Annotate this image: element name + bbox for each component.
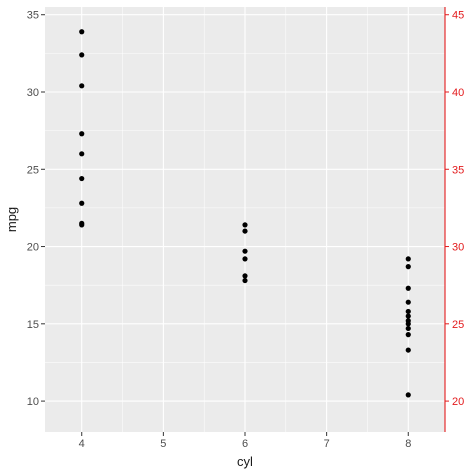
data-point [405,285,411,291]
data-point [79,83,85,89]
data-point [242,277,248,284]
y-axis-right: 20 25 30 35 40 45 [444,7,464,432]
x-tick-label: 8 [405,438,411,450]
data-point [79,52,85,58]
y2-tick-label: 25 [452,319,464,331]
x-axis: 4 5 6 7 8 [79,432,411,450]
y-tick-label: 35 [27,10,39,22]
data-point [405,299,411,305]
data-point [405,392,411,398]
data-point [405,256,411,262]
data-point [242,273,248,279]
grid-major [45,7,445,432]
y-tick-label: 15 [27,319,39,331]
data-point [242,248,248,254]
data-point [405,321,411,327]
x-tick-label: 6 [242,438,248,450]
data-point [79,29,85,35]
y2-tick-label: 45 [452,10,464,22]
data-point [405,308,411,315]
data-point [79,200,85,206]
data-point [79,222,85,228]
y-tick-label: 25 [27,164,39,176]
y2-tick-label: 30 [452,242,464,254]
y-tick-label: 10 [27,396,39,408]
y2-tick-label: 20 [452,396,464,408]
x-axis-title: cyl [237,454,253,469]
data-points [79,29,411,398]
data-point [79,151,85,157]
x-tick-label: 4 [79,438,85,450]
data-point [405,264,411,270]
data-point [242,222,248,228]
y-axis-title: mpg [4,207,19,232]
data-point [79,175,85,182]
x-tick-label: 7 [324,438,330,450]
data-point [242,256,248,262]
y-tick-label: 30 [27,87,39,99]
data-point [242,228,248,234]
data-point [405,325,411,332]
x-tick-label: 5 [160,438,166,450]
y-axis-left: 10 15 20 25 30 35 [27,10,45,408]
y-tick-label: 20 [27,242,39,254]
y2-tick-label: 40 [452,87,464,99]
data-point [405,332,411,338]
data-point [405,313,411,319]
data-point [79,131,85,137]
y2-tick-label: 35 [452,164,464,176]
data-point [405,347,411,353]
